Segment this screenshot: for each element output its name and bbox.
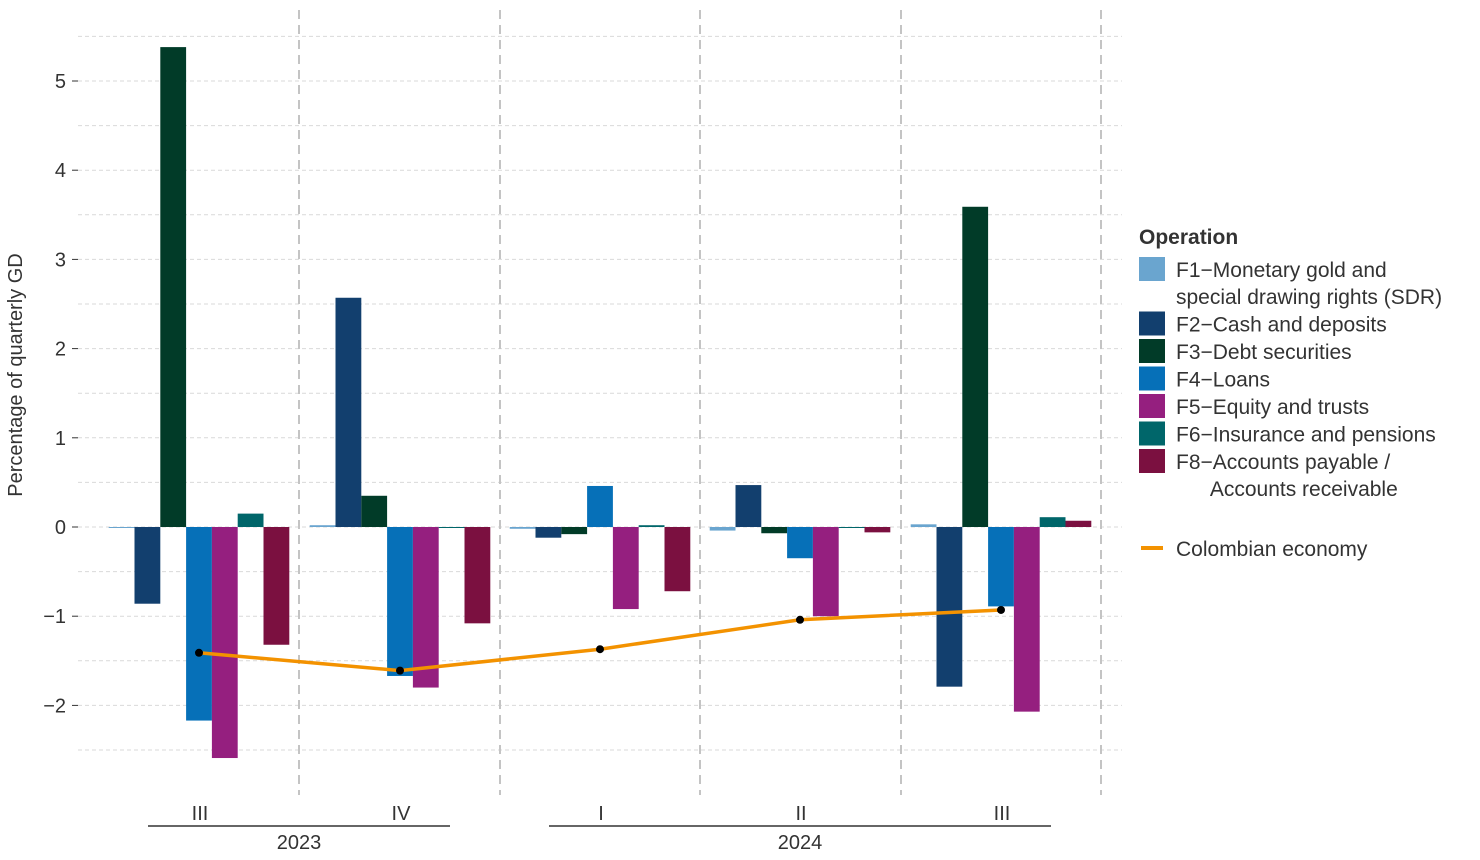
bar-f3-3 bbox=[761, 527, 788, 534]
year-label: 2023 bbox=[277, 832, 322, 854]
bar-f4-3 bbox=[787, 527, 813, 559]
bar-f2-3 bbox=[735, 485, 762, 527]
legend-swatch bbox=[1139, 449, 1165, 473]
legend-label: F2−Cash and deposits bbox=[1176, 314, 1387, 337]
x-tick-label: I bbox=[598, 803, 604, 825]
bar-f1-3 bbox=[709, 527, 736, 531]
bar-f8-3 bbox=[864, 527, 891, 533]
legend-swatch bbox=[1139, 366, 1165, 391]
bar-f3-0 bbox=[160, 47, 187, 527]
legend-swatch bbox=[1139, 394, 1165, 418]
bar-f1-1 bbox=[309, 525, 336, 527]
bar-f5-1 bbox=[412, 527, 439, 688]
legend-label: F3−Debt securities bbox=[1176, 341, 1352, 364]
y-tick-label: 0 bbox=[55, 517, 66, 539]
x-tick-label: III bbox=[192, 803, 209, 825]
y-tick-label: −2 bbox=[43, 695, 66, 717]
bar-f6-1 bbox=[438, 527, 465, 528]
line-point bbox=[997, 605, 1005, 614]
y-tick-label: 2 bbox=[55, 339, 66, 361]
x-tick-label: II bbox=[795, 803, 806, 825]
bar-f3-2 bbox=[561, 527, 588, 535]
bar-f2-0 bbox=[134, 527, 161, 604]
bar-f2-2 bbox=[535, 527, 562, 538]
bar-f3-4 bbox=[962, 206, 989, 527]
legend-swatch bbox=[1139, 311, 1165, 336]
bar-f6-3 bbox=[838, 527, 865, 528]
bar-f5-4 bbox=[1013, 527, 1040, 712]
legend-title: Operation bbox=[1139, 226, 1238, 249]
y-tick-label: 3 bbox=[55, 249, 66, 271]
legend-label: Colombian economy bbox=[1176, 538, 1368, 561]
x-tick-label: IV bbox=[392, 803, 412, 825]
y-tick-label: −1 bbox=[43, 606, 66, 628]
legend-label: F1−Monetary gold and bbox=[1176, 259, 1387, 282]
legend-label: special drawing rights (SDR) bbox=[1176, 286, 1442, 309]
bar-f4-0 bbox=[186, 527, 212, 721]
bar-f2-4 bbox=[936, 527, 963, 687]
line-point bbox=[796, 615, 804, 624]
year-label: 2024 bbox=[778, 832, 823, 854]
bar-f1-0 bbox=[108, 527, 135, 528]
bar-f8-2 bbox=[664, 527, 691, 592]
line-point bbox=[596, 645, 604, 654]
legend-label: Accounts receivable bbox=[1176, 478, 1398, 501]
bar-f1-4 bbox=[910, 524, 937, 527]
legend-swatch bbox=[1139, 257, 1165, 281]
legend-label: F5−Equity and trusts bbox=[1176, 396, 1369, 419]
legend-swatch bbox=[1139, 421, 1165, 446]
bar-f2-1 bbox=[335, 297, 362, 527]
bar-f4-2 bbox=[587, 485, 613, 527]
y-tick-label: 5 bbox=[55, 71, 66, 93]
bar-f8-0 bbox=[263, 527, 290, 645]
bar-f3-1 bbox=[361, 495, 388, 527]
y-tick-label: 4 bbox=[55, 160, 66, 182]
legend-swatch bbox=[1139, 339, 1165, 363]
bar-f4-4 bbox=[988, 527, 1014, 607]
legend-label: F6−Insurance and pensions bbox=[1176, 424, 1436, 447]
bar-f6-4 bbox=[1039, 517, 1066, 527]
y-tick-label: 1 bbox=[55, 428, 66, 450]
line-point bbox=[195, 648, 203, 657]
x-tick-label: III bbox=[994, 803, 1011, 825]
line-point bbox=[396, 666, 404, 675]
bar-f6-2 bbox=[638, 525, 665, 527]
bar-f5-3 bbox=[812, 527, 839, 617]
legend-label: F8−Accounts payable / bbox=[1176, 451, 1390, 474]
bar-f8-4 bbox=[1065, 520, 1092, 527]
bar-f8-1 bbox=[464, 527, 491, 624]
line-colombian-economy bbox=[198, 608, 1002, 673]
bar-f4-1 bbox=[387, 527, 413, 676]
legend-label: F4−Loans bbox=[1176, 369, 1270, 392]
bar-f5-2 bbox=[612, 527, 639, 610]
bar-f1-2 bbox=[509, 527, 536, 529]
bar-f6-0 bbox=[237, 513, 264, 527]
bar-f5-0 bbox=[211, 527, 238, 759]
y-axis-label: Percentage of quarterly GD bbox=[5, 253, 27, 496]
